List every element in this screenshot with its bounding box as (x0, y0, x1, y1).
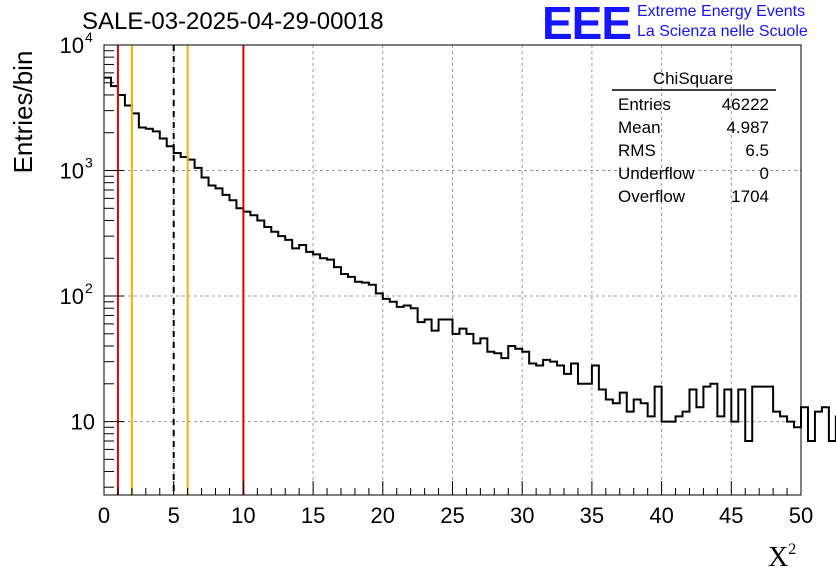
stats-value: 0 (760, 164, 769, 183)
stats-box: ChiSquare Entries 46222 Mean 4.987 RMS 6.5 Und… (612, 69, 776, 206)
stats-label: Entries (618, 95, 671, 114)
histogram-line (104, 76, 836, 443)
stats-label: Mean (618, 118, 661, 137)
x-tick-label: 40 (649, 503, 673, 528)
y-tick-label: 10 (60, 33, 84, 58)
x-tick-label: 25 (440, 503, 464, 528)
chart-title: SALE-03-2025-04-29-00018 (82, 8, 384, 35)
eee-logo-mark: EEE (542, 0, 632, 49)
stats-label: Underflow (618, 164, 695, 183)
cut-lines (116, 45, 245, 495)
y-tick-label: 10 (60, 284, 84, 309)
x-axis-ticks: 0 5 10 15 20 25 30 35 40 45 50 (98, 481, 813, 528)
stats-value: 6.5 (745, 141, 769, 160)
stats-label: Overflow (618, 187, 686, 206)
stats-value: 1704 (731, 187, 769, 206)
stats-value: 4.987 (726, 118, 769, 137)
logo-line-1: Extreme Energy Events (637, 3, 806, 20)
grid-lines (104, 45, 801, 495)
x-tick-label: 45 (719, 503, 743, 528)
x-tick-label: 0 (98, 503, 110, 528)
y-tick-exponent: 3 (85, 155, 93, 171)
x-tick-label: 5 (168, 503, 180, 528)
x-tick-label: 35 (580, 503, 604, 528)
y-tick-exponent: 2 (85, 280, 93, 296)
y-tick-exponent: 4 (85, 29, 93, 45)
logo-line-2: La Scienza nelle Scuole (637, 23, 808, 40)
histogram-series (104, 76, 836, 443)
y-axis-label: Entries/bin (8, 51, 38, 174)
stats-label: RMS (618, 141, 656, 160)
x-tick-label: 30 (510, 503, 534, 528)
x-tick-label: 50 (789, 503, 813, 528)
x-tick-label: 10 (231, 503, 255, 528)
x-tick-label: 15 (301, 503, 325, 528)
x-tick-label: 20 (371, 503, 395, 528)
y-tick-label: 10 (71, 410, 95, 435)
y-tick-label: 10 (60, 159, 84, 184)
stats-value: 46222 (722, 95, 769, 114)
x-axis-label: X2 (768, 541, 796, 572)
stats-title: ChiSquare (653, 69, 733, 88)
